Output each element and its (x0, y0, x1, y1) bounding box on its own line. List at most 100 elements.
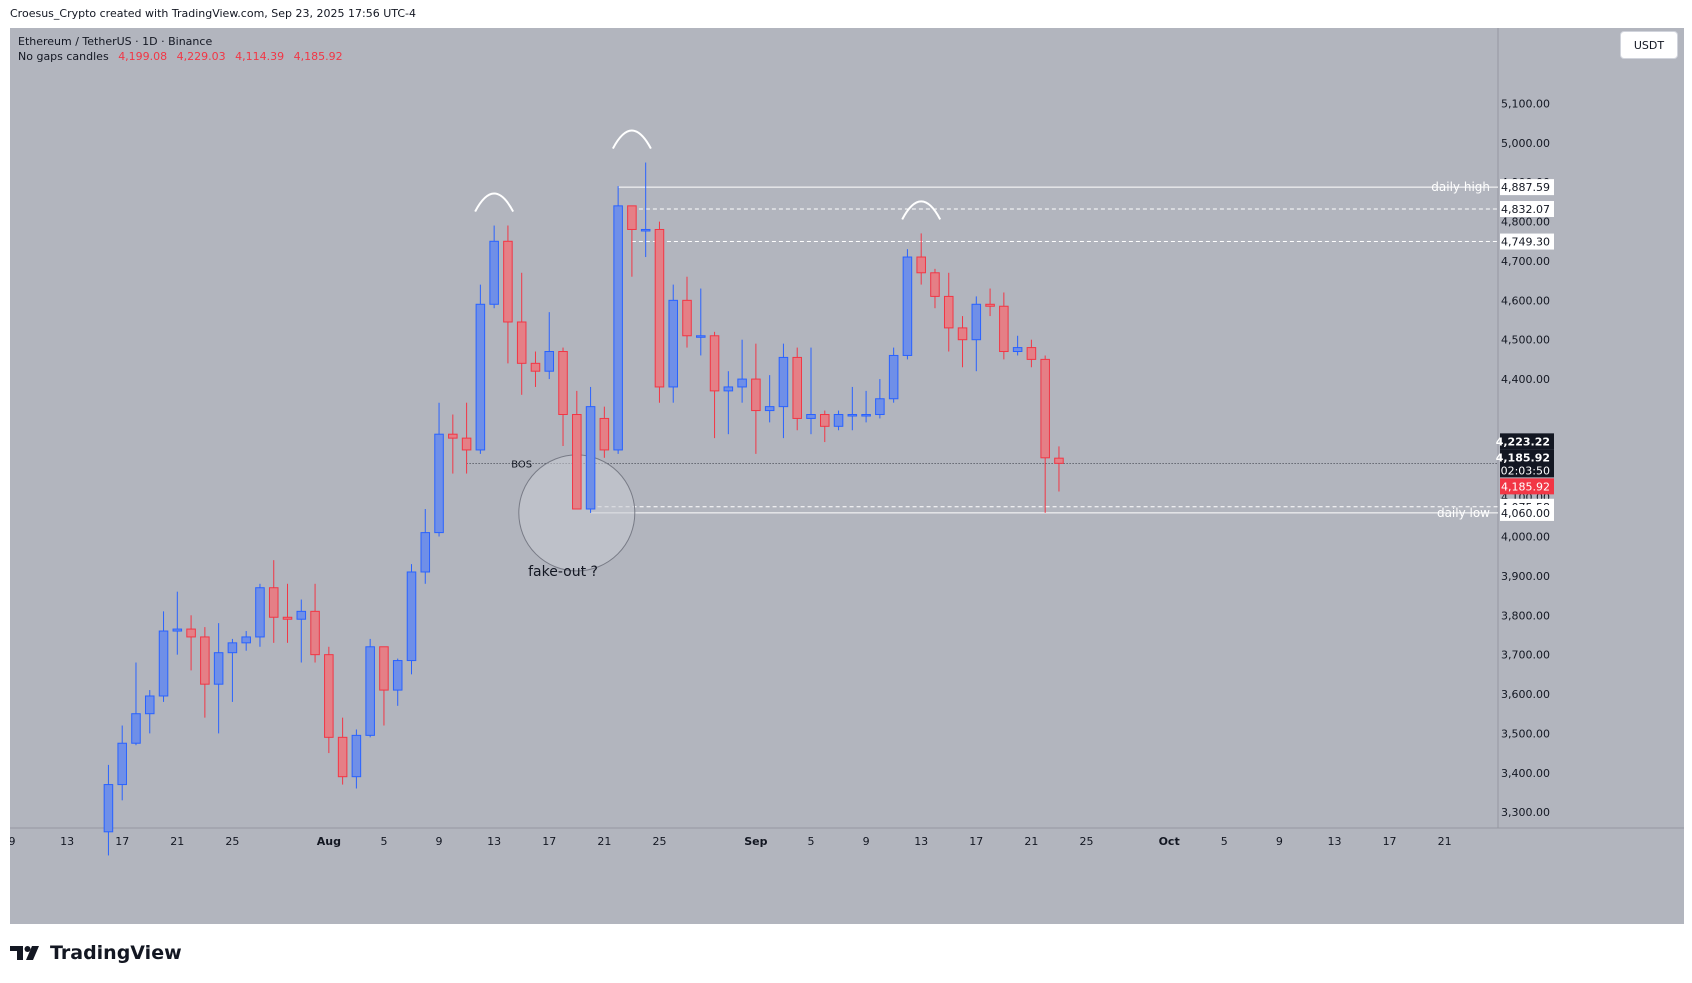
price-tick-label: 3,900.00 (1501, 570, 1550, 583)
price-tick-label: 3,500.00 (1501, 727, 1550, 740)
candle-body (957, 327, 968, 341)
candle-body (971, 303, 982, 341)
candle (902, 249, 913, 360)
candle (764, 375, 775, 423)
price-tick-label: 5,100.00 (1501, 97, 1550, 110)
indicator-name[interactable]: No gaps candles (18, 50, 109, 63)
candle-body (172, 628, 183, 632)
bar-countdown-text: 02:03:50 (1501, 464, 1550, 477)
high-price-badge-text: 4,223.22 (1496, 435, 1550, 448)
time-tick-label: 21 (1438, 835, 1452, 848)
indicator-legend: No gaps candles 4,199.08 4,229.03 4,114.… (18, 49, 349, 64)
candle (957, 316, 968, 368)
price-tick-label: 4,600.00 (1501, 294, 1550, 307)
price-tick-label: 3,600.00 (1501, 688, 1550, 701)
candle (985, 288, 995, 317)
symbol-title[interactable]: Ethereum / TetherUS · 1D · Binance (18, 35, 213, 48)
candle (420, 508, 431, 584)
candle (1012, 335, 1023, 356)
candle-body (475, 303, 486, 451)
time-tick-label: 25 (225, 835, 239, 848)
candle-body (434, 433, 444, 534)
candle-body (943, 295, 954, 329)
time-tick-label: 5 (807, 835, 814, 848)
candle-body (158, 630, 169, 697)
candle-body (1012, 347, 1023, 353)
level-price-badge (1500, 179, 1554, 196)
candle (503, 225, 513, 364)
candle (682, 276, 692, 348)
candle-body (833, 414, 844, 427)
candle-body (351, 734, 362, 778)
candle-body (103, 784, 114, 833)
current-price-badge (1500, 449, 1554, 478)
candle (144, 690, 155, 734)
level-price-badge (1500, 200, 1554, 217)
level-label: daily low (1437, 506, 1490, 520)
candle (351, 729, 362, 789)
price-tick-label: 4,700.00 (1501, 255, 1550, 268)
candle-body (640, 228, 651, 232)
candle-body (916, 256, 926, 274)
candle (213, 623, 224, 734)
candle (324, 646, 334, 754)
time-tick-label: 21 (170, 835, 184, 848)
candle (654, 221, 665, 403)
tradingview-brand[interactable]: TradingView (10, 942, 182, 964)
candle-body (627, 205, 637, 230)
ohlc-high: 4,229.03 (176, 50, 226, 63)
candle (434, 402, 444, 537)
price-tick-label: 4,800.00 (1501, 216, 1550, 229)
candle (558, 347, 568, 446)
candle-body (241, 636, 251, 644)
candle-body (461, 437, 472, 451)
time-tick-label: 21 (597, 835, 611, 848)
level-price-badge-text: 4,749.30 (1501, 236, 1550, 249)
candle (833, 410, 844, 431)
candle-body (723, 386, 734, 392)
candlestick-chart[interactable]: 3,300.00 3,400.00 3,500.00 3,600.00 3,700.00… (10, 28, 1684, 924)
level-price-badge-text: 4,832.07 (1501, 203, 1550, 216)
candle-body (599, 417, 610, 451)
candle (241, 631, 251, 651)
candle-body (1040, 358, 1050, 459)
time-tick-label: 17 (542, 835, 556, 848)
ohlc-low: 4,114.39 (235, 50, 285, 63)
candle (200, 627, 210, 718)
currency-button[interactable]: USDT (1620, 31, 1678, 59)
candle (999, 292, 1009, 360)
candle-body (985, 303, 995, 307)
chart-caption: Croesus_Crypto created with TradingView.… (10, 7, 416, 20)
candle (448, 414, 458, 474)
candle-body (819, 414, 830, 427)
candle-body (696, 335, 706, 338)
chart-frame[interactable]: 3,300.00 3,400.00 3,500.00 3,600.00 3,700.00… (10, 28, 1684, 924)
time-tick-label: Aug (317, 835, 341, 848)
candle-body (572, 414, 582, 510)
price-tick-label: 4,500.00 (1501, 334, 1550, 347)
time-tick-label: 13 (1327, 835, 1341, 848)
time-tick-label: 17 (115, 835, 129, 848)
candle-body (337, 736, 348, 778)
candle (723, 371, 734, 435)
brand-name: TradingView (50, 942, 182, 964)
candle (819, 410, 830, 443)
candle (186, 615, 196, 671)
candle-body (544, 351, 555, 372)
candle (461, 402, 472, 474)
candle-body (379, 646, 389, 691)
last-price-badge (1500, 478, 1554, 495)
candle (516, 272, 527, 395)
candle (227, 638, 238, 702)
candle-body (1054, 457, 1064, 464)
candle (806, 347, 816, 435)
candle-body (709, 335, 720, 392)
fakeout-label: fake-out ? (528, 564, 598, 580)
candle-body (778, 356, 789, 408)
candle (668, 284, 679, 403)
candle (916, 233, 926, 285)
time-tick-label: Sep (744, 835, 767, 848)
candle (971, 296, 982, 372)
candle (310, 583, 320, 663)
candle (613, 186, 623, 454)
